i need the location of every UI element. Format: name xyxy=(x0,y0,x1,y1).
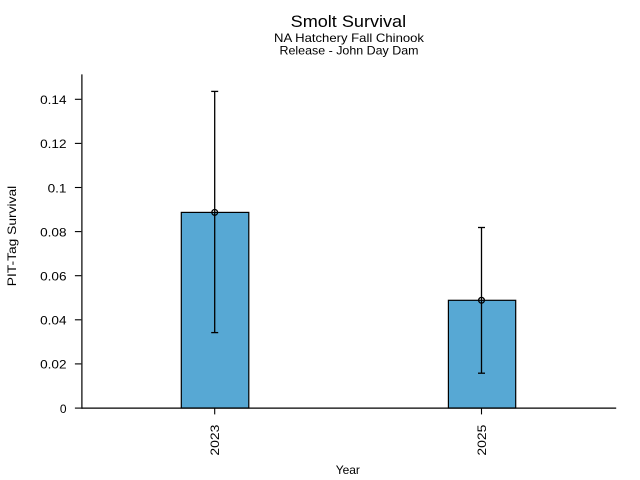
svg-text:NA Hatchery Fall Chinook: NA Hatchery Fall Chinook xyxy=(274,31,424,45)
svg-text:0.04: 0.04 xyxy=(40,314,67,328)
svg-text:0.14: 0.14 xyxy=(40,93,67,107)
svg-text:Release - John Day Dam: Release - John Day Dam xyxy=(280,43,419,57)
svg-text:0.02: 0.02 xyxy=(40,358,67,372)
svg-text:0.06: 0.06 xyxy=(40,270,67,284)
svg-text:2023: 2023 xyxy=(208,424,222,455)
svg-text:2025: 2025 xyxy=(475,424,489,455)
svg-text:0.1: 0.1 xyxy=(48,181,67,195)
svg-text:Year: Year xyxy=(336,463,360,477)
svg-text:Smolt Survival: Smolt Survival xyxy=(291,12,407,31)
svg-text:0.08: 0.08 xyxy=(40,225,67,239)
svg-text:PIT-Tag Survival: PIT-Tag Survival xyxy=(5,186,19,287)
svg-text:0: 0 xyxy=(60,402,67,416)
svg-text:0.12: 0.12 xyxy=(40,137,67,151)
